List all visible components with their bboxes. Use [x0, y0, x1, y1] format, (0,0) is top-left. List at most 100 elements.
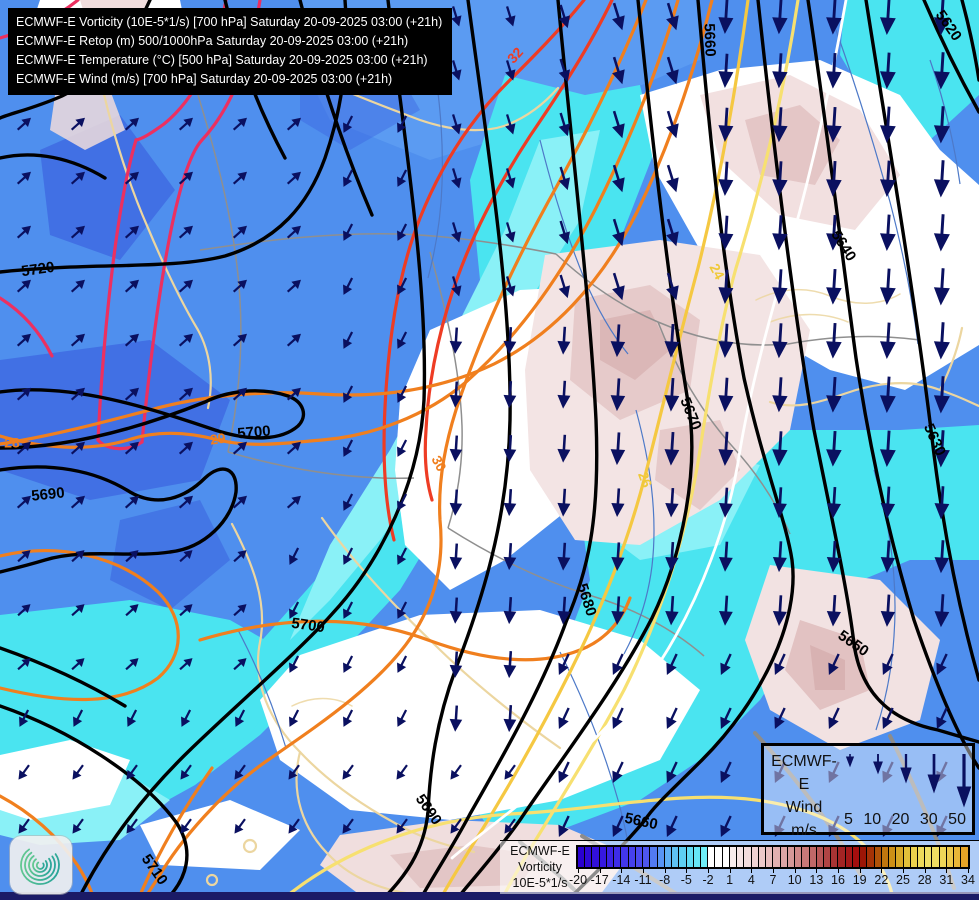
contour-label: 5660	[700, 23, 718, 57]
colorbar-cell	[664, 847, 673, 867]
colorbar-cell	[657, 847, 665, 867]
colorbar-cell	[910, 847, 919, 867]
title-line: ECMWF-E Wind (m/s) [700 hPa] Saturday 20…	[16, 72, 393, 86]
colorbar-tick-label: 28	[917, 873, 932, 887]
colorbar-cell	[874, 847, 882, 867]
temp-contour-orange	[0, 0, 714, 900]
site-logo	[10, 836, 72, 894]
wind-speed-value: 50	[948, 811, 966, 828]
contour-label: 28	[4, 435, 20, 451]
colorbar-tick-label: 19	[852, 873, 867, 887]
colorbar-tick-label: -11	[634, 873, 652, 887]
colorbar-cell	[925, 847, 933, 867]
colorbar-cell	[708, 847, 716, 867]
colorbar-tick-label: 16	[831, 873, 845, 887]
colorbar-cell	[737, 847, 745, 867]
colorbar-tick-label: 22	[874, 873, 889, 887]
contour-label: 29	[209, 430, 227, 448]
wind-legend-line1: ECMWF-E	[771, 753, 837, 793]
colorbar-cell	[946, 847, 955, 867]
contour-label: 26	[635, 470, 655, 490]
colorbar-cell	[766, 847, 774, 867]
wind-legend-line3: m/s	[791, 822, 817, 839]
colorbar-cell	[679, 847, 687, 867]
colorbar-tick-label: -5	[680, 873, 692, 887]
colorbar-tick-label: -2	[702, 873, 714, 887]
colorbar-cell	[650, 847, 658, 867]
colorbar-cell	[831, 847, 839, 867]
colorbar-ticks: -20 -17 -14 -11 -8 -5 -2 1 4 7 10 13 16 19 22 25 28 31 34	[569, 869, 975, 893]
colorbar-bar	[576, 845, 970, 869]
colorbar-cell	[802, 847, 810, 867]
colorbar-cell	[918, 847, 926, 867]
colorbar-cell	[592, 847, 600, 867]
wind-speed-value: 10	[863, 811, 882, 828]
colorbar-tick-label: 25	[896, 873, 910, 887]
colorbar-tick-label: -14	[612, 873, 631, 887]
colorbar-cell	[585, 847, 593, 867]
wind-speed-value: 30	[919, 811, 938, 828]
colorbar-cell	[729, 847, 738, 867]
wind-legend-line2: Wind	[785, 799, 823, 816]
colorbar-cell	[932, 847, 940, 867]
colorbar-cell	[744, 847, 752, 867]
colorbar-cell	[751, 847, 759, 867]
colorbar-cell	[578, 847, 586, 867]
colorbar-tick-label: 13	[809, 873, 824, 887]
colorbar-cell	[672, 847, 680, 867]
colorbar-cell	[823, 847, 832, 867]
contour-label: 5700	[237, 423, 272, 443]
colorbar-tick-label: 7	[769, 873, 777, 887]
wind-legend-title: ECMWF-E Wind m/s	[766, 750, 842, 842]
contour-label: 24	[706, 261, 728, 282]
colorbar-cell	[954, 847, 962, 867]
colorbar-cell	[722, 847, 730, 867]
colorbar-cell	[961, 847, 968, 867]
colorbar-tick-label: 1	[726, 873, 734, 887]
colorbar-label-line3: 10E-5*1/s	[512, 876, 568, 890]
contour-label: 5660	[623, 810, 659, 834]
colorbar-cell	[852, 847, 861, 867]
colorbar-cell	[621, 847, 629, 867]
colorbar-label: ECMWF-E Vorticity 10E-5*1/s	[505, 843, 575, 891]
colorbar-cell	[838, 847, 846, 867]
contour-label: 30	[428, 453, 450, 474]
colorbar-cell	[773, 847, 781, 867]
colorbar-tick-label: 10	[787, 873, 802, 887]
wind-speed-value: 5	[844, 811, 853, 828]
colorbar-cell	[643, 847, 651, 867]
colorbar-cell	[787, 847, 796, 867]
colorbar-cell	[686, 847, 694, 867]
colorbar-cell	[845, 847, 853, 867]
colorbar-cell	[758, 847, 767, 867]
wind-legend: ECMWF-E Wind m/s 5 10 20 30 50	[761, 743, 975, 839]
colorbar-tick-label: -17	[590, 873, 609, 887]
colorbar-cell	[628, 847, 636, 867]
title-line: ECMWF-E Vorticity (10E-5*1/s) [700 hPa] …	[16, 15, 443, 29]
colorbar-cell	[700, 847, 709, 867]
colorbar-cell	[809, 847, 817, 867]
colorbar-cell	[614, 847, 622, 867]
temp-contour-yellow-orange	[438, 0, 750, 900]
logo-swirl-icon	[20, 848, 60, 885]
wind-speed-value: 20	[891, 811, 910, 828]
title-line: ECMWF-E Retop (m) 500/1000hPa Saturday 2…	[16, 34, 409, 48]
colorbar-tick-label: 31	[939, 873, 954, 887]
colorbar-cell	[606, 847, 615, 867]
colorbar-tick-label: 4	[747, 873, 755, 887]
colorbar-label-line2: Vorticity	[518, 860, 562, 874]
colorbar-cell	[881, 847, 890, 867]
temp-contour-red	[382, 0, 614, 542]
colorbar-cell	[896, 847, 904, 867]
colorbar-legend: ECMWF-E Vorticity 10E-5*1/s -20 -17 -14 -11…	[500, 840, 979, 894]
colorbar-cell	[693, 847, 701, 867]
title-box: ECMWF-E Vorticity (10E-5*1/s) [700 hPa] …	[8, 8, 453, 95]
colorbar-cell	[889, 847, 897, 867]
colorbar-cell	[715, 847, 723, 867]
colorbar-cell	[780, 847, 788, 867]
colorbar-cell	[816, 847, 824, 867]
contour-label: 5690	[30, 484, 65, 504]
contour-label: 5700	[290, 615, 325, 636]
